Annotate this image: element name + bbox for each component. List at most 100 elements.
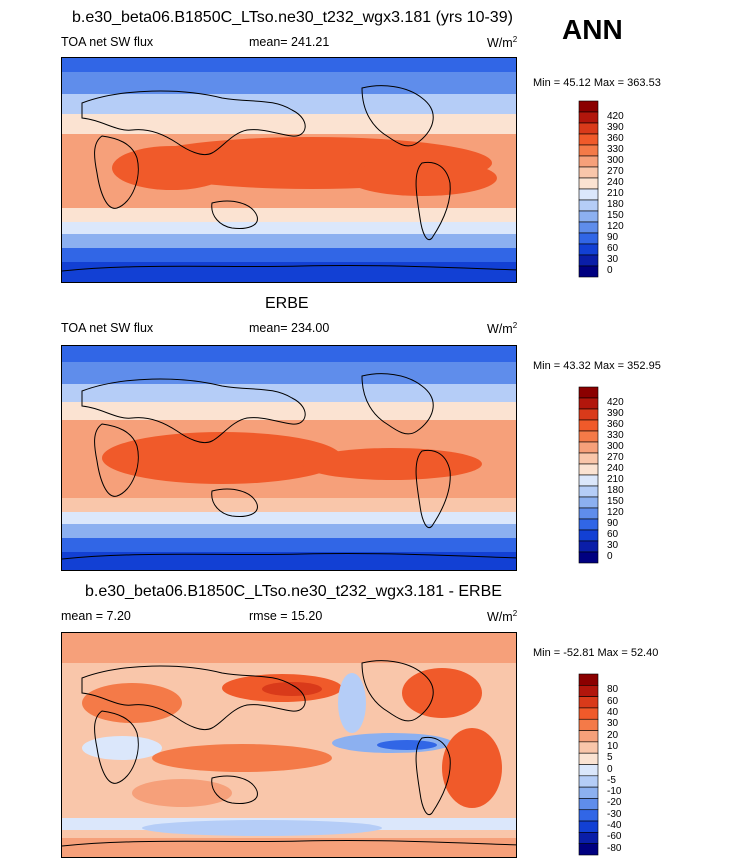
colorbar-swatch — [578, 540, 599, 553]
panel-2-left-label: TOA net SW flux — [61, 321, 154, 335]
colorbar-tick-label: 20 — [607, 729, 619, 741]
colorbar-swatch — [578, 809, 599, 822]
colorbar-tick-label: 330 — [607, 430, 624, 441]
panel-1-colorbar-labels: 420 390 360 330 300 270 240 210 180 150 120 90 60 30 0 — [607, 106, 647, 278]
panel-2-colorbar-labels: 420 390 360 330 300 270 240 210 180 150 120 90 60 30 0 — [607, 392, 647, 564]
colorbar-swatch — [578, 221, 599, 234]
panel-1-colorbar-svg — [578, 100, 599, 278]
colorbar-swatch — [578, 529, 599, 542]
colorbar-tick-label: 120 — [607, 507, 624, 518]
panel-2-mean-label: mean= 234.00 — [249, 321, 330, 335]
panel-2-map — [61, 345, 517, 571]
colorbar-swatch — [578, 144, 599, 157]
panel-2-minmax: Min = 43.32 Max = 352.95 — [533, 360, 661, 372]
colorbar-tick-label: 30 — [607, 254, 619, 265]
panel-3-colorbar-svg — [578, 673, 599, 856]
colorbar-tick-label: 210 — [607, 474, 624, 485]
colorbar-swatch — [578, 122, 599, 135]
colorbar-tick-label: 60 — [607, 695, 619, 707]
colorbar-tick-label: -5 — [607, 774, 616, 786]
colorbar-swatch — [578, 408, 599, 421]
season-label: ANN — [562, 14, 623, 45]
panel-3-units-sup: 2 — [512, 609, 518, 618]
colorbar-tick-label: 420 — [607, 397, 624, 408]
colorbar-swatch — [578, 419, 599, 432]
panel-3-units-text: W/m — [487, 610, 513, 625]
colorbar-swatch — [578, 507, 599, 520]
colorbar-swatch — [578, 100, 599, 113]
panel-1-mean-label: mean= 241.21 — [249, 35, 330, 49]
colorbar-tick-label: 420 — [607, 111, 624, 122]
colorbar-tick-label: 150 — [607, 496, 624, 507]
panel-1-units: W/m2 — [487, 35, 517, 50]
colorbar-swatch — [578, 386, 599, 399]
panel-2-units-text: W/m — [487, 322, 513, 337]
colorbar-swatch — [578, 166, 599, 179]
panel-3-units: W/m2 — [487, 609, 517, 624]
colorbar-swatch — [578, 518, 599, 531]
colorbar-swatch — [578, 485, 599, 498]
colorbar-tick-label: 270 — [607, 452, 624, 463]
colorbar-swatch — [578, 188, 599, 201]
colorbar-swatch — [578, 696, 599, 709]
colorbar-swatch — [578, 155, 599, 168]
colorbar-tick-label: 180 — [607, 485, 624, 496]
colorbar-tick-label: 0 — [607, 763, 613, 775]
colorbar-swatch — [578, 798, 599, 811]
colorbar-tick-label: 60 — [607, 243, 619, 254]
panel-1-colorbar — [578, 100, 599, 278]
colorbar-swatch — [578, 786, 599, 799]
colorbar-swatch — [578, 441, 599, 454]
panel-3-mean-label: mean = 7.20 — [61, 609, 131, 623]
colorbar-tick-label: 210 — [607, 188, 624, 199]
colorbar-tick-label: 390 — [607, 122, 624, 133]
colorbar-swatch — [578, 232, 599, 245]
colorbar-swatch — [578, 730, 599, 743]
panel-3-title: b.e30_beta06.B1850C_LTso.ne30_t232_wgx3.… — [85, 583, 502, 600]
panel-2-colorbar-svg — [578, 386, 599, 564]
colorbar-tick-label: 270 — [607, 166, 624, 177]
colorbar-tick-label: 360 — [607, 133, 624, 144]
colorbar-swatch — [578, 254, 599, 267]
colorbar-swatch — [578, 199, 599, 212]
colorbar-tick-label: 90 — [607, 518, 619, 529]
colorbar-tick-label: 300 — [607, 155, 624, 166]
colorbar-swatch — [578, 243, 599, 256]
panel-3-map — [61, 632, 517, 858]
colorbar-swatch — [578, 718, 599, 731]
colorbar-swatch — [578, 820, 599, 833]
colorbar-tick-label: 330 — [607, 144, 624, 155]
colorbar-swatch — [578, 741, 599, 754]
panel-2-map-svg — [62, 346, 516, 570]
panel-2-title: ERBE — [265, 295, 309, 312]
colorbar-tick-label: 40 — [607, 706, 619, 718]
colorbar-swatch — [578, 764, 599, 777]
colorbar-swatch — [578, 430, 599, 443]
panel-1-map-svg — [62, 58, 516, 282]
panel-1-units-text: W/m — [487, 36, 513, 51]
colorbar-swatch — [578, 474, 599, 487]
panel-3-colorbar — [578, 673, 599, 856]
colorbar-tick-label: 0 — [607, 551, 613, 562]
panel-3-minmax: Min = -52.81 Max = 52.40 — [533, 647, 659, 659]
panel-1-left-label: TOA net SW flux — [61, 35, 154, 49]
colorbar-swatch — [578, 452, 599, 465]
colorbar-tick-label: -10 — [607, 786, 622, 798]
colorbar-tick-label: 150 — [607, 210, 624, 221]
colorbar-tick-label: 30 — [607, 718, 619, 730]
colorbar-swatch — [578, 111, 599, 124]
colorbar-swatch — [578, 133, 599, 146]
colorbar-tick-label: 240 — [607, 463, 624, 474]
colorbar-tick-label: 60 — [607, 529, 619, 540]
panel-1-title: b.e30_beta06.B1850C_LTso.ne30_t232_wgx3.… — [72, 9, 513, 26]
colorbar-tick-label: 180 — [607, 199, 624, 210]
colorbar-swatch — [578, 685, 599, 697]
colorbar-swatch — [578, 496, 599, 509]
panel-1-units-sup: 2 — [512, 35, 518, 44]
colorbar-swatch — [578, 397, 599, 410]
colorbar-tick-label: 360 — [607, 419, 624, 430]
colorbar-tick-label: 390 — [607, 408, 624, 419]
colorbar-swatch — [578, 463, 599, 476]
panel-3-rmse-label: rmse = 15.20 — [249, 609, 323, 623]
colorbar-tick-label: 30 — [607, 540, 619, 551]
